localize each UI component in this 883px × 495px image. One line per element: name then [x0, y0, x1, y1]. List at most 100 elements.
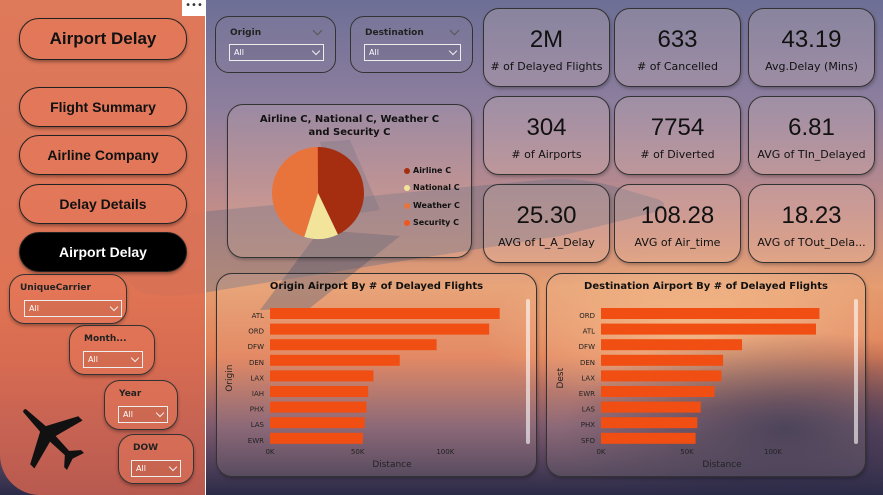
bar-las[interactable] — [270, 417, 365, 429]
kpi-value: 2M — [529, 26, 564, 53]
kpi-caption: # of Cancelled — [637, 60, 718, 73]
kpi-card-tout-delay: 18.23 AVG of TOut_Dela... — [748, 184, 875, 263]
destination-chart-scrollbar[interactable] — [854, 299, 858, 444]
pie-slice-weather-c[interactable] — [272, 147, 318, 237]
bar-category-label: LAS — [251, 421, 265, 429]
destination-slicer: Destination All — [350, 16, 473, 73]
legend-item-weather-c[interactable]: Weather C — [404, 201, 460, 210]
month-value: All — [88, 355, 98, 364]
year-label: Year — [119, 389, 142, 399]
bar-category-label: ATL — [583, 328, 596, 336]
legend-item-national-c[interactable]: National C — [404, 183, 460, 192]
bar-den[interactable] — [270, 354, 400, 366]
legend-item-airline-c[interactable]: Airline C — [404, 166, 451, 175]
sidebar: Airport Delay Flight Summary Airline Com… — [0, 0, 206, 495]
kpi-caption: AVG of TOut_Dela... — [757, 236, 866, 249]
kpi-caption: # of Diverted — [640, 148, 715, 161]
year-value: All — [123, 410, 133, 419]
legend-swatch — [404, 184, 410, 191]
bar-category-label: DFW — [248, 343, 264, 351]
bar-atl[interactable] — [270, 308, 500, 319]
more-options-icon[interactable]: ••• — [182, 0, 206, 16]
origin-slicer: Origin All — [215, 16, 336, 73]
dow-label: DOW — [133, 443, 159, 453]
legend-swatch — [404, 167, 410, 174]
kpi-caption: Avg.Delay (Mins) — [765, 60, 858, 73]
bar-lax[interactable] — [270, 370, 374, 382]
bar-ord[interactable] — [601, 308, 820, 319]
pie-slice-security-c[interactable] — [317, 147, 318, 193]
bar-category-label: LAX — [250, 374, 264, 382]
destination-dropdown[interactable]: All — [364, 44, 461, 61]
chevron-down-icon — [449, 25, 460, 36]
delay-cause-pie-card: Airline C, National C, Weather C and Sec… — [227, 104, 472, 258]
bar-category-label: ORD — [579, 312, 595, 320]
x-tick-label: 100K — [764, 448, 782, 456]
x-axis-title: Distance — [372, 460, 412, 470]
bar-atl[interactable] — [601, 323, 816, 335]
legend-swatch — [404, 202, 410, 209]
kpi-value: 43.19 — [781, 26, 842, 53]
bar-category-label: ORD — [248, 328, 264, 336]
x-tick-label: 0K — [596, 448, 605, 456]
unique-carrier-dropdown[interactable]: All — [24, 300, 122, 317]
bar-lax[interactable] — [601, 370, 722, 382]
origin-dropdown[interactable]: All — [229, 44, 324, 61]
destination-label: Destination — [365, 28, 424, 38]
kpi-value: 304 — [526, 114, 567, 141]
kpi-caption: # of Delayed Flights — [490, 60, 603, 73]
nav-airport-delay-button[interactable]: Airport Delay — [19, 232, 187, 272]
month-dropdown[interactable]: All — [83, 351, 143, 368]
bar-ewr[interactable] — [601, 386, 715, 397]
bar-category-label: PHX — [250, 406, 264, 414]
chevron-down-icon — [155, 408, 165, 418]
bar-category-label: DEN — [580, 359, 595, 367]
nav-delay-details-button[interactable]: Delay Details — [19, 184, 187, 224]
kpi-value: 633 — [657, 26, 698, 53]
bar-den[interactable] — [601, 354, 724, 366]
year-dropdown[interactable]: All — [118, 406, 168, 423]
chevron-down-icon — [312, 25, 323, 36]
page-title-button[interactable]: Airport Delay — [19, 18, 187, 60]
legend-item-security-c[interactable]: Security C — [404, 218, 459, 227]
bar-sfo[interactable] — [601, 432, 696, 444]
nav-flight-summary-button[interactable]: Flight Summary — [19, 87, 187, 127]
bar-dfw[interactable] — [270, 339, 437, 351]
nav-airline-company-button[interactable]: Airline Company — [19, 135, 187, 175]
unique-carrier-slicer: UniqueCarrier All — [9, 274, 127, 324]
destination-value: All — [369, 48, 379, 57]
chevron-down-icon — [311, 46, 321, 56]
bar-category-label: EWR — [579, 390, 595, 398]
kpi-value: 18.23 — [781, 202, 842, 229]
bar-las[interactable] — [601, 401, 701, 413]
bar-phx[interactable] — [601, 417, 698, 429]
origin-chart-scrollbar[interactable] — [526, 299, 530, 444]
kpi-value: 25.30 — [516, 202, 577, 229]
kpi-value: 108.28 — [640, 202, 715, 229]
pie-chart-title: Airline C, National C, Weather C and Sec… — [259, 114, 440, 138]
kpi-value: 7754 — [650, 114, 705, 141]
dow-dropdown[interactable]: All — [131, 460, 181, 477]
chevron-down-icon — [109, 302, 119, 312]
legend-label: Airline C — [413, 166, 452, 175]
bar-category-label: PHX — [581, 421, 595, 429]
pie-slice-national-c[interactable] — [304, 193, 338, 239]
bar-category-label: LAX — [581, 374, 595, 382]
dow-slicer: DOW All — [118, 434, 194, 484]
x-axis-title: Distance — [702, 460, 742, 470]
bar-iah[interactable] — [270, 386, 369, 397]
origin-label: Origin — [230, 28, 262, 38]
dow-value: All — [136, 464, 146, 473]
bar-category-label: EWR — [248, 437, 264, 445]
bar-phx[interactable] — [270, 401, 367, 413]
bar-ord[interactable] — [270, 323, 490, 335]
year-slicer: Year All — [104, 380, 178, 430]
legend-swatch — [404, 219, 410, 226]
bar-dfw[interactable] — [601, 339, 743, 351]
month-label: Month... — [84, 334, 127, 344]
bar-ewr[interactable] — [270, 432, 363, 444]
pie-slice-airline-c[interactable] — [318, 147, 364, 235]
unique-carrier-label: UniqueCarrier — [20, 283, 91, 293]
legend-label: Security C — [413, 218, 460, 227]
